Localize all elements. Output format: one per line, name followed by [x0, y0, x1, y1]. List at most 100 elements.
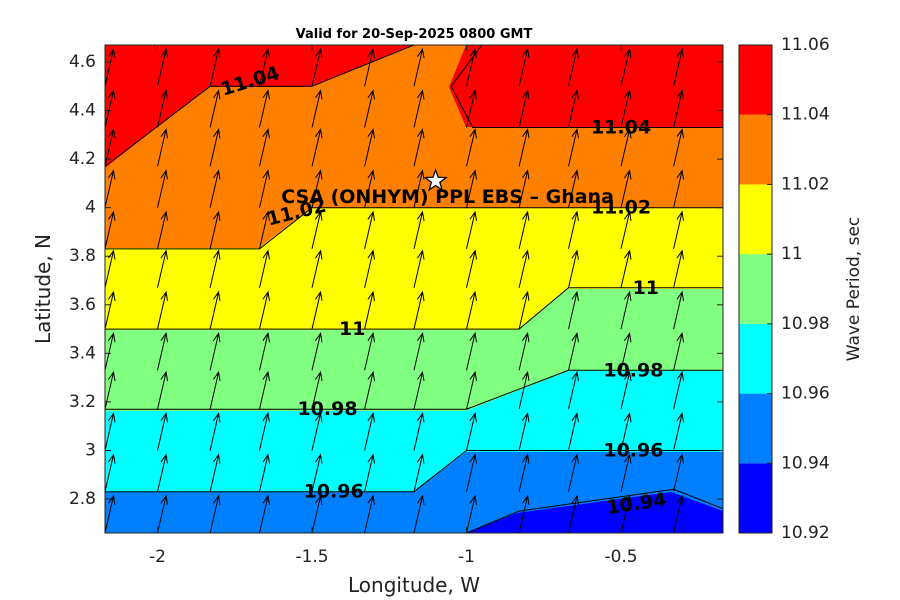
wave-arrow	[620, 332, 632, 371]
wave-arrow	[518, 332, 530, 371]
wave-arrow	[209, 249, 221, 288]
wave-arrow	[105, 210, 116, 250]
site-marker-group: CSA (ONHYM) PPL EBS – Ghana	[281, 168, 614, 208]
wave-arrow	[568, 290, 579, 330]
wave-arrow	[673, 332, 684, 371]
wave-arrow	[259, 249, 270, 288]
wave-arrow	[105, 128, 116, 167]
contour-label: 11	[633, 277, 659, 299]
wave-arrow	[259, 128, 270, 167]
colorbar-tick-label: 11.06	[781, 35, 830, 55]
wave-arrow	[673, 370, 684, 410]
colorbar-segment	[739, 254, 772, 324]
colorbar-segment	[739, 114, 772, 185]
y-tick-label: 4.6	[69, 52, 96, 72]
wave-arrow	[209, 89, 221, 128]
wave-arrow	[413, 453, 425, 492]
wave-arrow	[311, 89, 323, 128]
wave-arrow	[673, 494, 684, 533]
wave-arrow	[620, 249, 632, 288]
wave-arrow	[157, 210, 168, 250]
colorbar-segment	[739, 323, 772, 394]
wave-arrow	[568, 169, 579, 208]
wave-arrow	[568, 370, 579, 410]
contour-label: 11	[339, 318, 365, 340]
wave-arrow	[673, 128, 684, 167]
wave-arrow	[466, 128, 477, 167]
wave-arrow	[620, 128, 632, 167]
wave-arrow	[311, 332, 323, 371]
wave-arrow	[518, 494, 530, 533]
wave-arrow	[466, 412, 477, 451]
wave-arrow	[364, 290, 375, 330]
wave-arrow	[466, 169, 477, 208]
wave-arrow	[518, 47, 530, 87]
wave-arrow	[413, 412, 425, 451]
wave-arrow	[518, 89, 530, 128]
wave-arrow	[568, 453, 579, 492]
contour-lines	[105, 45, 723, 533]
wave-arrow	[105, 332, 116, 371]
wave-arrow	[568, 494, 579, 533]
wave-arrow	[568, 249, 579, 288]
wave-arrow	[311, 370, 323, 410]
x-tick-label: -1.5	[295, 547, 328, 567]
wave-arrow	[364, 332, 375, 371]
wave-arrow	[518, 290, 530, 330]
wave-arrow	[518, 249, 530, 288]
plot-frame	[104, 44, 724, 534]
colorbar-segment	[739, 393, 772, 464]
wave-arrow	[259, 290, 270, 330]
contour-label: 11.02	[591, 197, 651, 219]
wave-arrow	[568, 128, 579, 167]
contour-line-11.02	[105, 207, 723, 250]
contour-label: 10.98	[603, 359, 663, 381]
wave-arrow	[364, 370, 375, 410]
wave-arrow	[673, 169, 684, 208]
wave-arrow	[620, 453, 632, 492]
wave-arrow	[413, 332, 425, 371]
wave-arrow	[105, 412, 116, 451]
wave-arrow	[364, 128, 375, 167]
wave-arrow	[413, 290, 425, 330]
contour-label: 10.96	[304, 481, 364, 503]
wave-arrow	[364, 453, 375, 492]
wave-arrow	[311, 453, 323, 492]
y-axis: 2.8 3 3.2 3.4 3.6 3.8 4 4.2 4.4 4.6	[69, 52, 723, 509]
wave-arrow	[413, 128, 425, 167]
wave-arrow	[209, 494, 221, 533]
wave-arrow	[568, 332, 579, 371]
wave-arrow	[620, 412, 632, 451]
wave-arrow	[620, 290, 632, 330]
wave-arrow	[259, 169, 270, 208]
wave-arrow	[466, 370, 477, 410]
colorbar-frame	[738, 44, 773, 534]
wave-arrow	[157, 412, 168, 451]
x-tick-label: -2	[149, 547, 166, 567]
wave-arrow	[311, 494, 323, 533]
band-10.92-10.94	[466, 492, 723, 533]
wave-arrow	[259, 494, 270, 533]
wave-arrow	[518, 210, 530, 250]
wave-direction-arrows	[105, 47, 684, 533]
y-tick-label: 3	[85, 440, 96, 460]
wave-arrow	[311, 169, 323, 208]
wave-arrow	[311, 47, 323, 87]
wave-arrow	[311, 290, 323, 330]
wave-arrow	[209, 169, 221, 208]
wave-arrow	[157, 453, 168, 492]
wave-arrow	[105, 370, 116, 410]
wave-arrow	[413, 89, 425, 128]
wave-arrow	[311, 128, 323, 167]
wave-arrow	[259, 370, 270, 410]
wave-arrow	[105, 290, 116, 330]
chart-title: Valid for 20-Sep-2025 0800 GMT	[296, 27, 533, 42]
wave-arrow	[466, 47, 477, 87]
wave-arrow	[413, 370, 425, 410]
wave-arrow	[620, 89, 632, 128]
contour-fills	[105, 45, 723, 533]
contour-line-10.98	[105, 369, 723, 410]
wave-arrow	[157, 494, 168, 533]
